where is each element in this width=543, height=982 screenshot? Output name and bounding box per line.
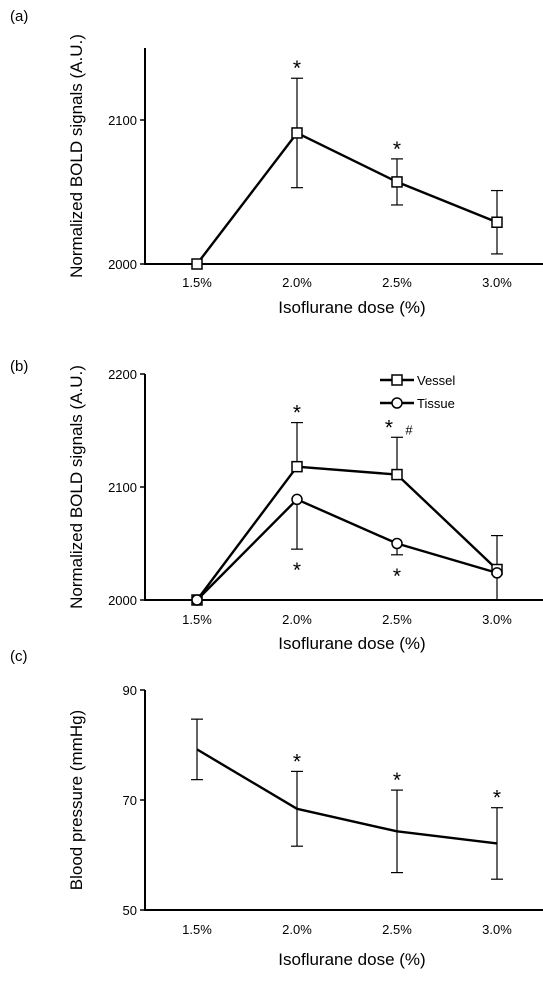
data-point — [391, 176, 403, 188]
chart-panel: (c) 50 70 90 1.5% 2.0% 2.5% 3.0% Isoflurane dose… — [10, 648, 543, 969]
data-point — [291, 127, 303, 139]
significance-marker: * — [293, 57, 301, 80]
x-tick-label: 2.5% — [382, 275, 412, 290]
data-point — [391, 537, 403, 550]
significance-marker: * — [293, 750, 301, 773]
y-axis-title: Normalized BOLD signals (A.U.) — [67, 34, 86, 278]
x-axis-title: Isoflurane dose (%) — [278, 950, 425, 969]
x-tick-label: 2.5% — [382, 922, 412, 937]
x-tick-label: 2.0% — [282, 922, 312, 937]
y-tick-label: 90 — [123, 683, 137, 698]
panel-label: (b) — [10, 358, 28, 375]
chart-panel: (b) 2000 2100 2200 1.5% 2.0% 2.5% 3.0% Isofluran… — [10, 358, 543, 653]
y-axis-title: Normalized BOLD signals (A.U.) — [67, 365, 86, 609]
significance-marker: * — [393, 565, 401, 588]
x-tick-label: 3.0% — [482, 612, 512, 627]
data-point — [491, 216, 503, 228]
x-axis-title: Isoflurane dose (%) — [278, 298, 425, 317]
significance-marker: * — [393, 138, 401, 161]
panel-label: (c) — [10, 648, 28, 665]
data-point — [491, 567, 503, 579]
data-point — [391, 468, 403, 481]
series-line — [196, 131, 498, 265]
x-tick-label: 1.5% — [182, 275, 212, 290]
legend-marker — [391, 397, 403, 409]
x-tick-label: 2.5% — [382, 612, 412, 627]
significance-marker: * — [393, 769, 401, 792]
data-point — [291, 460, 303, 473]
data-point — [291, 493, 303, 506]
y-tick-label: 50 — [123, 903, 137, 918]
y-tick-label: 2200 — [108, 367, 137, 382]
panel-label: (a) — [10, 8, 28, 25]
x-tick-label: 3.0% — [482, 922, 512, 937]
x-tick-label: 2.0% — [282, 612, 312, 627]
y-axis-title: Blood pressure (mmHg) — [67, 710, 86, 890]
legend: Vessel Tissue — [380, 373, 455, 411]
y-tick-label: 2000 — [108, 593, 137, 608]
significance-marker: * — [493, 787, 501, 810]
x-tick-label: 3.0% — [482, 275, 512, 290]
data-point — [191, 594, 203, 606]
x-tick-label: 1.5% — [182, 612, 212, 627]
x-axis-title: Isoflurane dose (%) — [278, 634, 425, 653]
significance-marker: * — [293, 559, 301, 582]
legend-marker — [391, 374, 403, 386]
significance-marker: * — [293, 402, 301, 425]
chart-panel: (a) 2000 2100 1.5% 2.0% 2.5% 3.0% Isoflurane do… — [10, 8, 543, 317]
y-tick-label: 2100 — [108, 480, 137, 495]
significance-marker: * — [385, 416, 393, 439]
series-line — [196, 465, 498, 601]
y-tick-label: 70 — [123, 793, 137, 808]
significance-marker: # — [405, 422, 413, 437]
x-tick-label: 1.5% — [182, 922, 212, 937]
series-line — [196, 498, 498, 601]
x-tick-label: 2.0% — [282, 275, 312, 290]
y-tick-label: 2100 — [108, 113, 137, 128]
y-tick-label: 2000 — [108, 257, 137, 272]
legend-label: Vessel — [417, 373, 455, 388]
data-point — [191, 258, 203, 270]
legend-label: Tissue — [417, 396, 455, 411]
series-line — [196, 748, 498, 845]
